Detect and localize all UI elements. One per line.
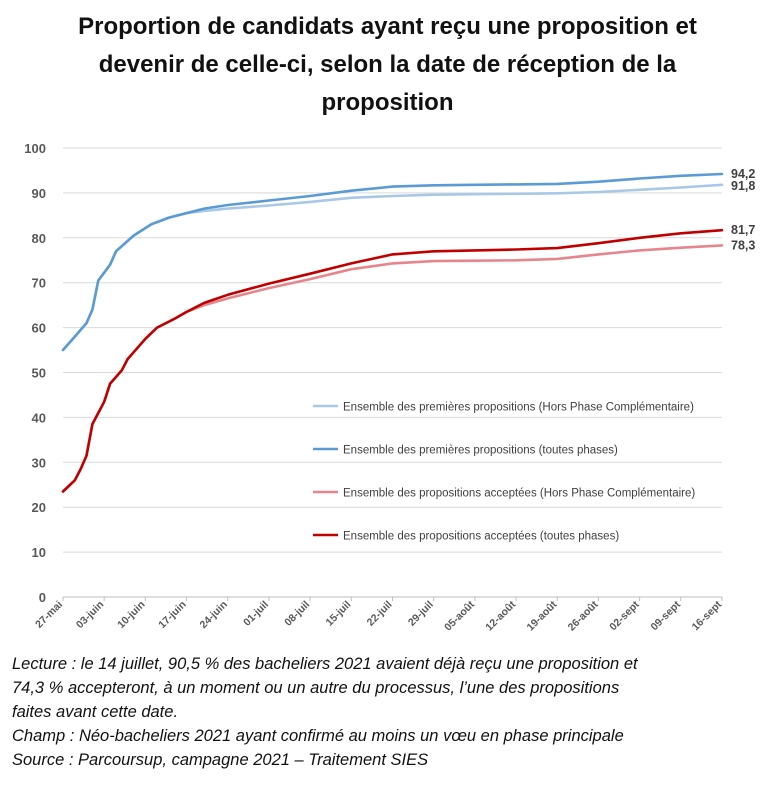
x-tick-label: 22-juil <box>365 599 395 629</box>
series-end-label: 81,7 <box>731 223 755 237</box>
x-tick-label: 01-juil <box>241 599 271 629</box>
x-tick-label: 19-août <box>524 598 559 633</box>
chart-grid <box>63 147 722 598</box>
y-tick-label: 80 <box>32 231 46 246</box>
legend-label: Ensemble des premières propositions (Hor… <box>343 402 694 414</box>
x-tick-label: 12-août <box>483 598 518 633</box>
chart-title: Proportion de candidats ayant reçu une p… <box>20 8 755 122</box>
series-line <box>61 172 724 352</box>
y-tick-label: 20 <box>32 500 46 515</box>
series-end-label: 78,3 <box>731 238 755 252</box>
x-tick-label: 29-juil <box>406 599 436 629</box>
y-tick-label: 10 <box>32 545 46 560</box>
x-tick-label: 10-juin <box>115 599 147 631</box>
legend-label: Ensemble des propositions acceptées (Hor… <box>343 488 695 500</box>
series-end-labels: 94,291,8 81,778,3 <box>731 167 755 252</box>
y-tick-label: 50 <box>32 366 46 381</box>
y-tick-label: 90 <box>32 186 46 201</box>
series-end-label: 94,2 <box>731 167 755 181</box>
x-tick-label: 09-sept <box>648 598 683 633</box>
x-tick-label: 15-juil <box>323 599 353 629</box>
y-tick-label: 70 <box>32 276 46 291</box>
y-tick-label: 60 <box>32 321 46 336</box>
legend-label: Ensemble des premières propositions (tou… <box>343 445 618 457</box>
x-tick-label: 02-sept <box>607 598 642 633</box>
chart-legend: Ensemble des premières propositions (Hor… <box>313 402 695 543</box>
chart-series <box>61 172 724 493</box>
x-axis-ticks: 27-mai 03-juin 10-juin 17-juin 24-juin 01-jui… <box>33 597 724 634</box>
chart-title-line: proposition <box>321 89 454 116</box>
x-tick-label: 24-juin <box>197 599 229 631</box>
x-tick-label: 16-sept <box>690 598 725 633</box>
lecture-note-line: faites avant cette date. <box>12 703 179 721</box>
x-tick-label: 08-juil <box>282 599 312 629</box>
champ-note: Champ : Néo-bacheliers 2021 ayant confir… <box>12 727 624 745</box>
lecture-note-line: 74,3 % accepteront, à un moment ou un au… <box>12 679 620 697</box>
y-axis-ticks: 0 10 20 30 40 50 60 70 80 90 100 <box>24 141 46 605</box>
legend-label: Ensemble des propositions acceptées (tou… <box>343 531 619 543</box>
chart-title-line: devenir de celle-ci, selon la date de ré… <box>98 51 677 78</box>
y-tick-label: 30 <box>32 455 46 470</box>
chart-notes: Lecture : le 14 juillet, 90,5 % des bach… <box>12 652 762 772</box>
y-tick-label: 100 <box>24 141 46 156</box>
series-end-label: 91,8 <box>731 179 755 193</box>
y-tick-label: 0 <box>39 590 46 605</box>
series-line <box>61 228 724 493</box>
x-tick-label: 03-juin <box>74 599 106 631</box>
x-tick-label: 26-août <box>566 598 601 633</box>
y-tick-label: 40 <box>32 410 46 425</box>
x-tick-label: 05-août <box>442 598 477 633</box>
chart-title-line: Proportion de candidats ayant reçu une p… <box>78 13 697 40</box>
lecture-note-line: Lecture : le 14 juillet, 90,5 % des bach… <box>12 655 638 673</box>
source-note: Source : Parcoursup, campagne 2021 – Tra… <box>12 751 429 769</box>
x-tick-label: 17-juin <box>156 599 188 631</box>
